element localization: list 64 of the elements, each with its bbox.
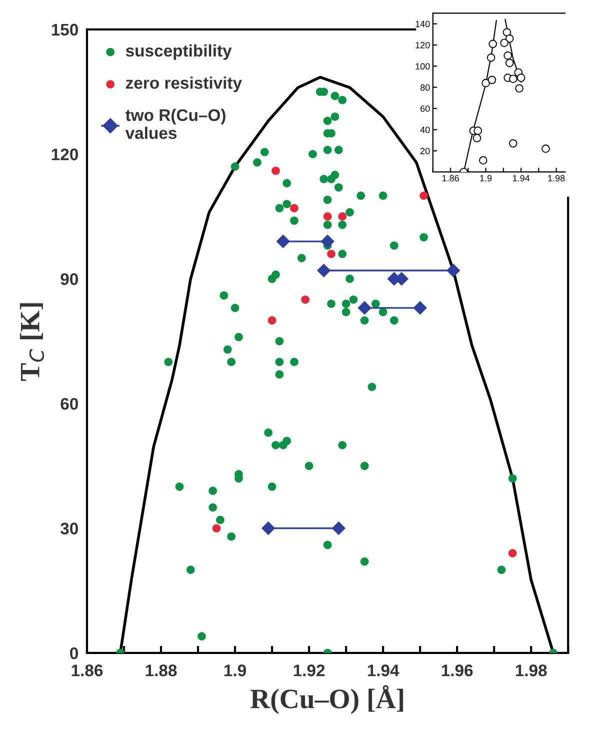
point	[515, 84, 524, 93]
point	[505, 58, 514, 68]
point	[272, 166, 280, 175]
legend-label: susceptibility	[126, 44, 232, 60]
x-axis-title: R(Cu–O) [Å]	[250, 685, 404, 714]
y-tick-label: 150	[52, 24, 78, 36]
point	[320, 234, 334, 248]
point	[290, 204, 298, 212]
x-tick-label: 1.9	[224, 664, 246, 676]
legend-label: two R(Cu–O) values	[125, 108, 226, 139]
point	[301, 295, 310, 304]
point	[338, 212, 347, 221]
x-tick-label: 1.98	[516, 664, 547, 676]
x-tick-label: 1.88	[146, 664, 177, 676]
point	[268, 316, 276, 325]
point	[276, 234, 290, 248]
y-tick-label: 0	[70, 647, 78, 660]
point	[508, 74, 518, 84]
y-axis-title: T$_{C}$ [K]	[20, 303, 44, 381]
y-tick-label: 40	[420, 126, 430, 134]
x-tick-label: 1.94	[512, 175, 530, 182]
point	[502, 28, 512, 36]
point	[504, 51, 512, 60]
point	[508, 549, 517, 558]
point	[508, 139, 518, 148]
point	[420, 192, 428, 200]
y-tick-label: 60	[60, 398, 78, 410]
point	[317, 264, 330, 278]
point	[413, 301, 427, 315]
y-tick-label: 120	[52, 148, 78, 160]
x-tick-label: 1.98	[548, 175, 565, 182]
y-tick-label: 140	[416, 20, 430, 28]
point	[505, 34, 514, 43]
point	[262, 522, 275, 535]
point	[488, 40, 497, 48]
point	[542, 144, 550, 153]
y-tick-label: 20	[420, 148, 430, 154]
y-tick-label: 120	[416, 42, 430, 48]
point	[500, 38, 508, 48]
point	[516, 74, 526, 82]
point	[486, 54, 496, 62]
point	[488, 76, 496, 84]
point	[478, 156, 488, 165]
point	[472, 134, 482, 142]
point	[212, 524, 221, 532]
point	[482, 78, 490, 88]
point	[446, 264, 460, 278]
point	[332, 522, 346, 535]
x-tick-label: 1.92	[294, 664, 325, 676]
point	[327, 250, 336, 258]
point	[474, 126, 482, 135]
point	[358, 301, 372, 315]
x-tick-label: 1.94	[368, 664, 400, 676]
x-tick-label: 1.86	[72, 664, 103, 676]
legend-label: zero resistivity	[126, 76, 242, 92]
x-tick-label: 1.86	[442, 175, 459, 182]
x-tick-label: 1.96	[442, 664, 473, 676]
y-tick-label: 100	[416, 63, 430, 70]
y-tick-label: 80	[420, 84, 430, 91]
y-tick-label: 90	[60, 273, 78, 286]
y-tick-label: 30	[60, 522, 78, 534]
y-tick-label: 60	[420, 105, 430, 112]
point	[323, 212, 332, 221]
x-tick-label: 1.9	[480, 175, 492, 182]
